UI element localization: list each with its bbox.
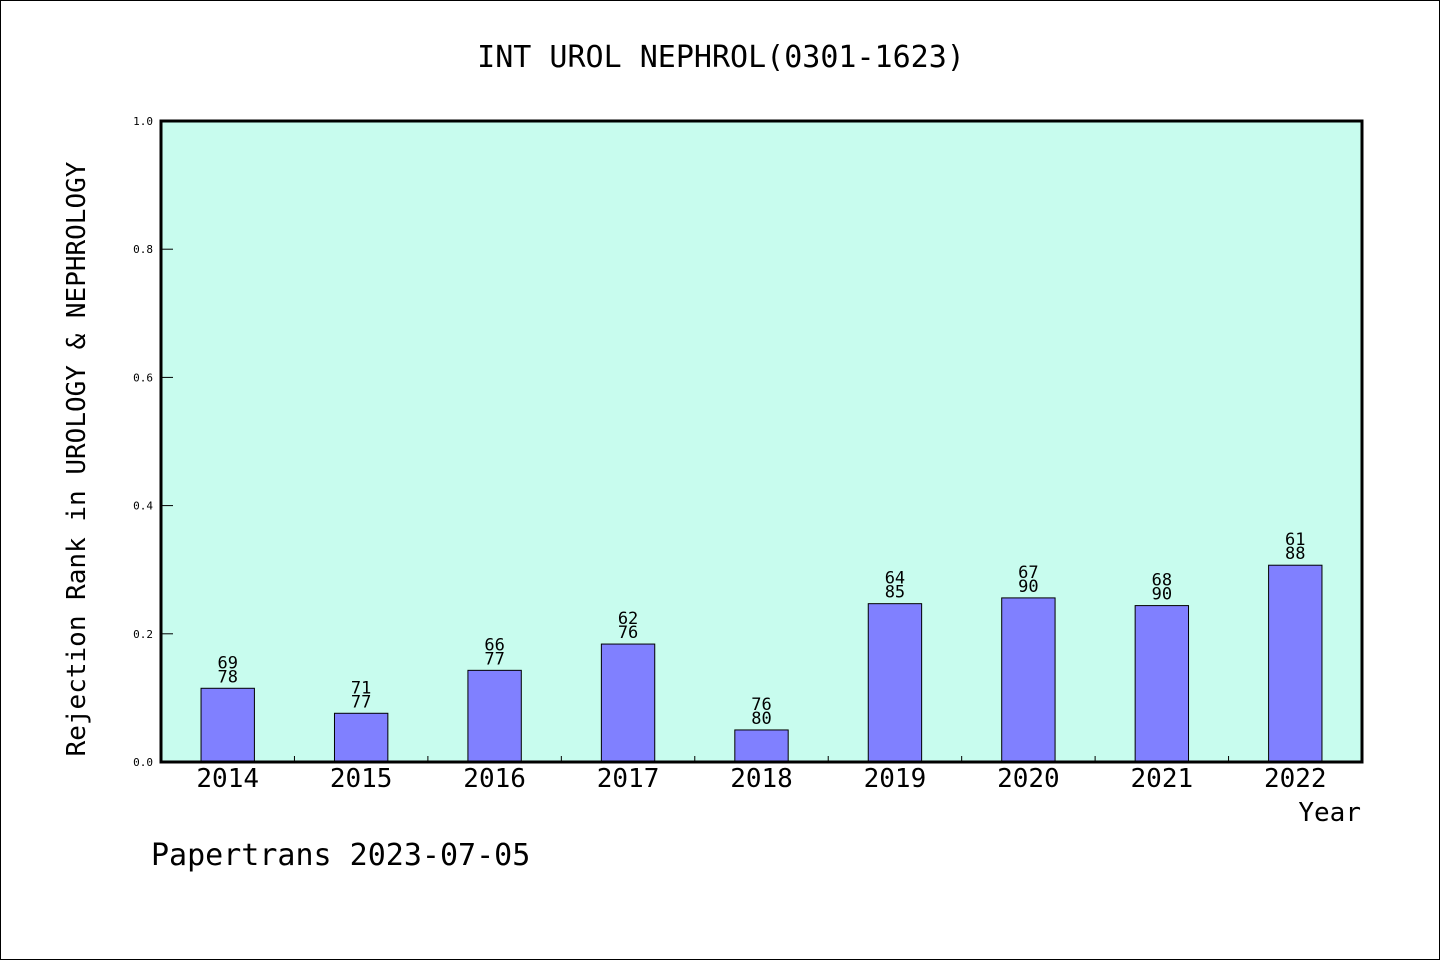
x-tick-label: 2019 bbox=[864, 764, 927, 794]
bar-label-top: 66 bbox=[484, 635, 504, 655]
x-tick-label: 2015 bbox=[330, 764, 393, 794]
x-tick-label: 2018 bbox=[730, 764, 793, 794]
x-tick-label: 2016 bbox=[463, 764, 526, 794]
y-axis: 0.0 0.2 0.4 0.6 0.8 1.0 bbox=[133, 115, 173, 769]
x-axis: 2014 2015 2016 2017 2018 2019 2020 2021 2022 bbox=[196, 756, 1327, 794]
bar-label-top: 64 bbox=[885, 569, 905, 589]
y-tick-label: 0.6 bbox=[133, 371, 153, 384]
bar bbox=[600, 643, 656, 763]
y-tick-label: 0.0 bbox=[133, 756, 153, 769]
bar-label-top: 61 bbox=[1285, 530, 1305, 550]
x-tick-label: 2022 bbox=[1264, 764, 1327, 794]
bar-label-bottom: 76 bbox=[618, 623, 638, 643]
x-axis-label: Year bbox=[1298, 798, 1361, 828]
bar-label-bottom: 77 bbox=[484, 649, 504, 669]
x-tick-label: 2020 bbox=[997, 764, 1060, 794]
x-tick-label: 2021 bbox=[1131, 764, 1194, 794]
bar-label-top: 76 bbox=[751, 695, 771, 715]
y-tick-label: 0.8 bbox=[133, 243, 153, 256]
bar-label-top: 71 bbox=[351, 678, 371, 698]
bar bbox=[867, 603, 923, 763]
chart-title: INT UROL NEPHROL(0301-1623) bbox=[477, 40, 965, 75]
bar-label-bottom: 85 bbox=[885, 583, 905, 603]
plot-border bbox=[159, 119, 1364, 764]
bar-label-top: 69 bbox=[217, 653, 237, 673]
bar-label-bottom: 78 bbox=[217, 667, 237, 687]
bar bbox=[1268, 564, 1323, 763]
bar-label-bottom: 80 bbox=[751, 709, 771, 729]
x-tick-label: 2017 bbox=[597, 764, 660, 794]
bar bbox=[200, 687, 255, 763]
bar bbox=[734, 729, 789, 763]
bar-label-bottom: 88 bbox=[1285, 544, 1305, 564]
y-tick-label: 1.0 bbox=[133, 115, 153, 128]
bar-label-bottom: 77 bbox=[351, 692, 371, 712]
y-tick-label: 0.4 bbox=[133, 500, 153, 513]
bar-label-bottom: 90 bbox=[1018, 577, 1038, 597]
bar-label-top: 68 bbox=[1152, 571, 1172, 591]
bar-label-bottom: 90 bbox=[1152, 585, 1172, 605]
footer-caption: Papertrans 2023-07-05 bbox=[151, 838, 530, 873]
bar-label-top: 67 bbox=[1018, 563, 1038, 583]
y-axis-label: Rejection Rank in UROLOGY & NEPHROLOGY bbox=[62, 161, 92, 756]
y-tick-label: 0.2 bbox=[133, 628, 153, 641]
bar-label-top: 62 bbox=[618, 609, 638, 629]
bar bbox=[467, 669, 522, 763]
bar bbox=[1134, 605, 1190, 763]
bar bbox=[333, 712, 389, 763]
x-tick-label: 2014 bbox=[196, 764, 259, 794]
bar bbox=[1001, 597, 1056, 763]
